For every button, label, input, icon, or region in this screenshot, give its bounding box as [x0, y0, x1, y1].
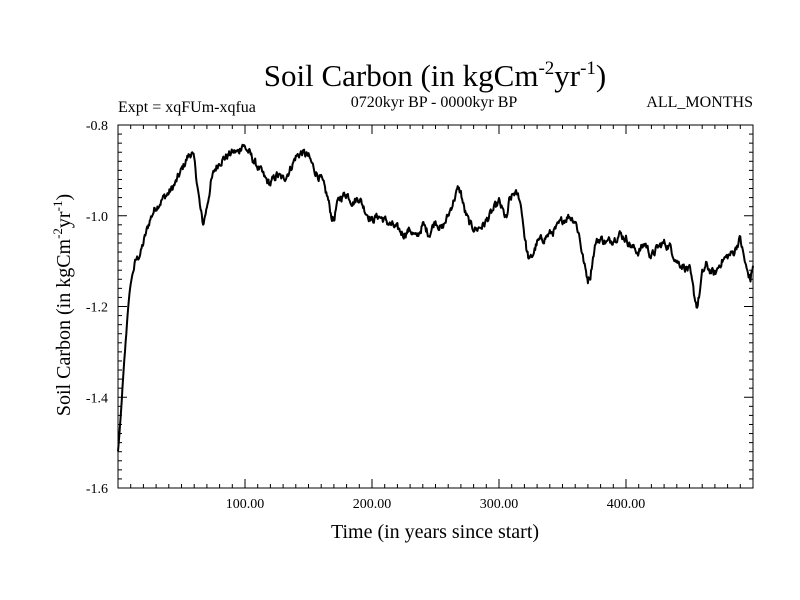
x-axis-label: Time (in years since start) — [331, 521, 539, 543]
x-tick-label: 300.00 — [480, 497, 519, 512]
y-tick-labels: -1.6 -1.4 -1.2 -1.0 -0.8 — [86, 119, 108, 497]
y-axis-label-sup2: -1 — [50, 201, 65, 212]
y-axis-label-sup1: -2 — [50, 228, 65, 239]
chart-title-main: Soil Carbon (in kgCm — [264, 58, 539, 93]
plot-frame — [117, 124, 754, 489]
chart-title-end: ) — [596, 58, 606, 93]
chart-title-mid: yr — [554, 58, 581, 93]
y-axis-label-mid: yr — [53, 211, 75, 228]
axis-ticks — [118, 125, 753, 488]
y-axis-label: Soil Carbon (in kgCm-2yr-1) — [50, 194, 75, 416]
expt-label: Expt = xqFUm-xqfua — [118, 99, 256, 116]
y-tick-label: -1.4 — [86, 391, 108, 406]
y-tick-label: -1.0 — [86, 210, 108, 225]
chart-title: Soil Carbon (in kgCm-2yr-1) — [264, 58, 607, 93]
months-label: ALL_MONTHS — [646, 94, 753, 111]
y-axis-label-main: Soil Carbon (in kgCm — [53, 238, 75, 416]
series-line-soil-carbon — [117, 143, 754, 452]
x-tick-label: 400.00 — [607, 497, 646, 512]
y-tick-label: -1.2 — [86, 301, 108, 316]
x-tick-label: 200.00 — [353, 497, 392, 512]
period-label: 0720kyr BP - 0000kyr BP — [351, 94, 518, 111]
x-tick-label: 100.00 — [226, 497, 265, 512]
y-tick-label: -0.8 — [86, 119, 108, 134]
y-axis-label-end: ) — [53, 194, 75, 201]
y-tick-label: -1.6 — [86, 482, 108, 497]
chart-title-sup1: -2 — [538, 58, 554, 79]
x-tick-labels: 100.00 200.00 300.00 400.00 — [226, 497, 646, 512]
chart-title-sup2: -1 — [580, 58, 596, 79]
